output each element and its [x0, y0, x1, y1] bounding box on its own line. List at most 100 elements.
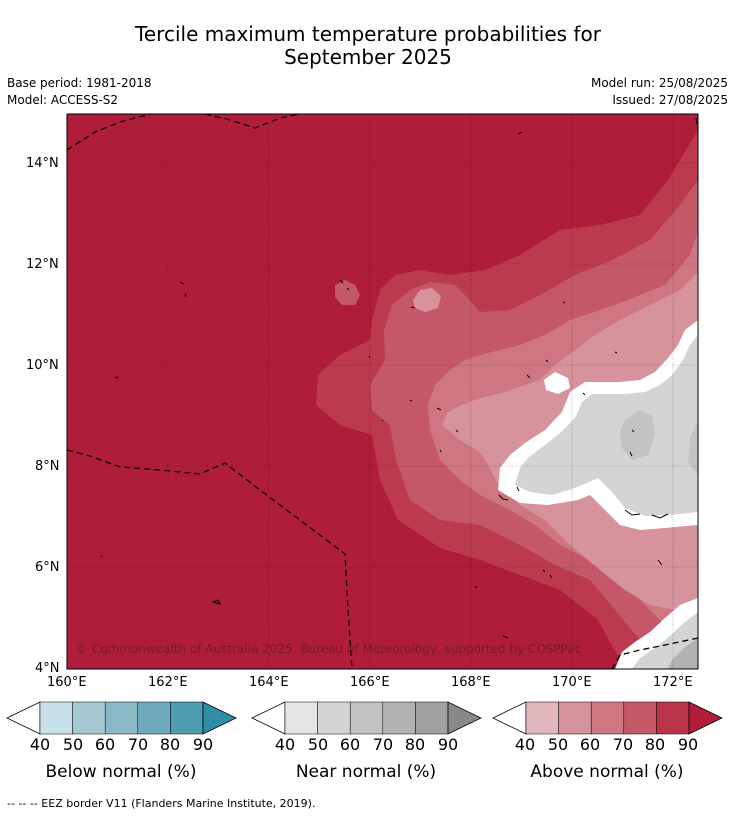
colorbar-near-tick: 90	[437, 735, 459, 754]
island	[409, 399, 413, 402]
above-50-island	[413, 288, 441, 312]
colorbar-segment	[525, 701, 559, 735]
colorbar-segment	[317, 701, 351, 735]
lon-tick-label: 164°E	[249, 675, 289, 690]
island	[474, 585, 478, 589]
island	[211, 599, 221, 605]
colorbar-segment	[349, 701, 384, 735]
colorbar-under-triangle	[492, 701, 527, 735]
colorbar-over-triangle	[688, 701, 723, 735]
eez-border-southeast	[611, 637, 698, 669]
island	[657, 559, 663, 566]
eez-footnote: -- -- -- EEZ border V11 (Flanders Marine…	[7, 797, 316, 810]
base-period-label: Base period: 1981-2018	[7, 76, 152, 90]
colorbar-below-label: Below normal (%)	[45, 762, 197, 782]
lon-tick-label: 170°E	[552, 675, 592, 690]
above-70-island	[335, 280, 360, 305]
colorbar-segment	[170, 701, 204, 735]
issued-label: Issued: 27/08/2025	[612, 93, 728, 107]
model-run-label: Model run: 25/08/2025	[590, 76, 728, 90]
island	[368, 355, 371, 359]
near-normal-60-region	[620, 410, 655, 460]
island	[381, 419, 384, 422]
eez-border-north-2	[204, 114, 301, 129]
colorbar-above-tick: 60	[579, 735, 601, 754]
colorbar-near	[251, 701, 482, 735]
colorbar-above-tick: 80	[644, 735, 666, 754]
colorbar-above	[492, 701, 723, 735]
island	[517, 131, 523, 135]
colorbar-below	[6, 701, 237, 735]
colorbar-below-tick: 80	[159, 735, 181, 754]
corner-near-70	[668, 638, 698, 669]
colorbar-segment	[656, 701, 690, 735]
colorbar-over-triangle	[447, 701, 482, 735]
island	[614, 351, 618, 354]
island	[624, 509, 641, 516]
colorbar-above-label: Above normal (%)	[530, 762, 684, 782]
island	[629, 451, 633, 457]
colorbar-under-triangle	[251, 701, 286, 735]
near-normal-50-region	[515, 335, 698, 516]
island	[498, 494, 509, 501]
colorbar-below-tick: 70	[127, 735, 149, 754]
lat-tick-label: 4°N	[35, 661, 60, 676]
colorbar-below-tick: 60	[94, 735, 116, 754]
colorbar-above-tick: 70	[612, 735, 634, 754]
island	[455, 429, 459, 433]
map-title-line1: Tercile maximum temperature probabilitie…	[135, 22, 601, 46]
colorbar-segment	[72, 701, 106, 735]
island	[549, 574, 553, 579]
island	[114, 376, 119, 379]
lat-tick-label: 14°N	[26, 156, 59, 171]
copyright-text: © Commonwealth of Australia 2025, Bureau…	[76, 642, 581, 656]
lon-tick-label: 166°E	[350, 675, 390, 690]
colorbar-near-tick: 40	[274, 735, 296, 754]
island	[439, 449, 442, 453]
island	[651, 513, 669, 519]
island	[562, 301, 566, 304]
island	[526, 374, 531, 379]
eez-border-north	[67, 114, 151, 151]
island	[502, 635, 509, 639]
colorbar-segment	[284, 701, 318, 735]
near-normal-60-region-east	[688, 420, 698, 475]
island	[346, 287, 350, 291]
island	[436, 407, 442, 411]
island	[695, 117, 698, 125]
colorbar-segment	[623, 701, 657, 735]
lat-tick-label: 10°N	[26, 358, 59, 373]
colorbar-near-tick: 80	[404, 735, 426, 754]
colorbar-near-tick: 50	[307, 735, 329, 754]
island	[631, 429, 635, 433]
island	[410, 306, 416, 309]
island	[582, 392, 586, 396]
lon-tick-label: 172°E	[653, 675, 693, 690]
colorbar-segment	[590, 701, 625, 735]
eez-borders	[67, 114, 698, 669]
colorbar-over-triangle	[202, 701, 237, 735]
colorbar-segment	[382, 701, 416, 735]
island	[339, 279, 344, 284]
colorbar-segment	[39, 701, 73, 735]
colorbar-above-tick: 40	[514, 735, 536, 754]
island	[100, 555, 103, 558]
colorbar-under-triangle	[6, 701, 41, 735]
lat-tick-label: 6°N	[35, 560, 60, 575]
white-blob	[544, 372, 570, 394]
colorbar-below-tick: 40	[29, 735, 51, 754]
colorbar-segment	[558, 701, 592, 735]
islands	[100, 117, 698, 639]
map-frame	[66, 113, 699, 670]
model-label: Model: ACCESS-S2	[7, 93, 119, 107]
island	[179, 281, 185, 285]
island	[516, 486, 520, 492]
colorbar-below-tick: 90	[192, 735, 214, 754]
colorbar-segment	[137, 701, 171, 735]
lat-tick-label: 12°N	[26, 257, 59, 272]
colorbar-near-label: Near normal (%)	[295, 762, 437, 782]
colorbar-above-tick: 90	[677, 735, 699, 754]
colorbar-above-tick: 50	[547, 735, 569, 754]
graticule	[67, 114, 698, 669]
